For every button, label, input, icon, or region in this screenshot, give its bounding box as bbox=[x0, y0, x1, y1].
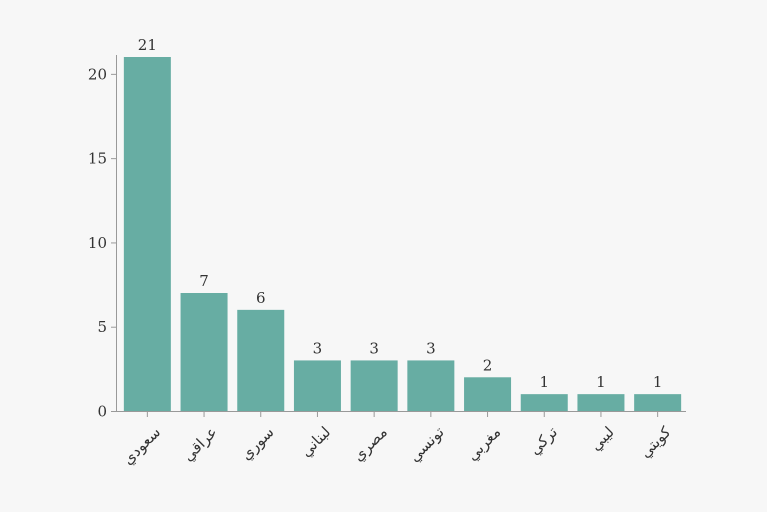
y-tick-label: 0 bbox=[97, 403, 107, 421]
bar bbox=[577, 394, 625, 411]
bar-value-label: 2 bbox=[483, 356, 493, 374]
y-tick-label: 20 bbox=[88, 65, 107, 83]
y-axis: 0 5 10 15 20 bbox=[88, 55, 117, 421]
bar-value-label: 1 bbox=[539, 373, 549, 391]
x-tick-label: سوري bbox=[237, 423, 278, 464]
bar bbox=[350, 360, 398, 411]
bar bbox=[237, 309, 285, 411]
bar-value-label: 1 bbox=[653, 373, 663, 391]
bar bbox=[634, 394, 682, 411]
bar-value-label: 3 bbox=[426, 339, 436, 357]
bar bbox=[407, 360, 455, 411]
bar bbox=[180, 293, 228, 411]
bar bbox=[520, 394, 568, 411]
bar-value-label: 21 bbox=[138, 36, 157, 54]
x-tick-label: تونسي bbox=[405, 423, 448, 466]
x-tick-label: مغربي bbox=[463, 423, 505, 465]
x-tick-label: عراقي bbox=[179, 423, 221, 465]
y-tick-label: 5 bbox=[97, 318, 107, 336]
bar-value-label: 1 bbox=[596, 373, 606, 391]
x-tick-label: ليبي bbox=[586, 423, 618, 455]
x-tick-label: سعودي bbox=[119, 423, 165, 469]
x-tick-label: مصري bbox=[349, 423, 391, 465]
bar-value-label: 3 bbox=[369, 339, 379, 357]
bars bbox=[123, 57, 682, 411]
x-tick-label: كويتي bbox=[636, 422, 676, 462]
bar-value-label: 3 bbox=[313, 339, 323, 357]
bar bbox=[293, 360, 341, 411]
bar-value-label: 6 bbox=[256, 289, 266, 307]
bar bbox=[123, 57, 171, 411]
x-tick-label: لبناني bbox=[297, 423, 335, 461]
y-tick-label: 15 bbox=[88, 150, 107, 168]
y-tick-label: 10 bbox=[88, 234, 107, 252]
bar-value-label: 7 bbox=[199, 272, 209, 290]
x-tick-label: تركي bbox=[526, 423, 562, 459]
bar bbox=[464, 377, 512, 411]
x-axis: سعودي عراقي سوري لبناني مصري تونسي مغربي تركي لي… bbox=[116, 411, 686, 469]
